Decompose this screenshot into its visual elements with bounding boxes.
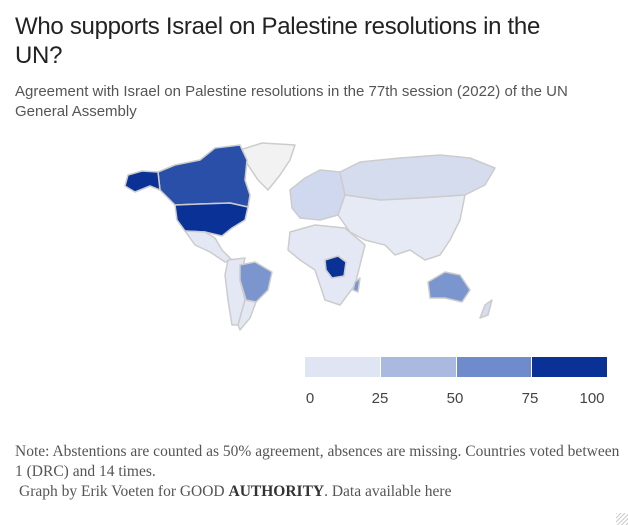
- brand-name: AUTHORITY: [228, 483, 325, 500]
- region-canada[interactable]: [157, 144, 251, 208]
- region-brazil[interactable]: [239, 261, 273, 303]
- data-link[interactable]: . Data available here: [324, 483, 452, 500]
- legend-tick: 25: [371, 390, 389, 407]
- region-europe[interactable]: [289, 169, 346, 221]
- legend-tick: 0: [305, 390, 315, 407]
- credit-line: Graph by Erik Voeten for GOOD AUTHORITY.…: [19, 482, 620, 502]
- chart-title: Who supports Israel on Palestine resolut…: [15, 13, 540, 69]
- region-australia[interactable]: [427, 271, 471, 303]
- legend-step: [532, 357, 607, 377]
- region-asia[interactable]: [337, 194, 466, 261]
- chart-subtitle: Agreement with Israel on Palestine resol…: [15, 83, 568, 120]
- footnotes: Note: Abstentions are counted as 50% agr…: [15, 442, 620, 502]
- region-drc[interactable]: [324, 255, 347, 279]
- legend-step: [305, 357, 381, 377]
- legend-step: [380, 357, 457, 377]
- region-mexico-central-america[interactable]: [184, 230, 233, 263]
- region-madagascar[interactable]: [352, 277, 361, 293]
- region-usa[interactable]: [174, 202, 249, 237]
- color-legend: [305, 357, 607, 377]
- legend-step: [456, 357, 533, 377]
- region-russia[interactable]: [339, 154, 496, 201]
- region-alaska[interactable]: [124, 170, 161, 193]
- region-greenland[interactable]: [239, 142, 296, 191]
- resize-handle[interactable]: [616, 513, 628, 525]
- credit-prefix: Graph by Erik Voeten for GOOD: [19, 483, 229, 500]
- legend-tick: 100: [579, 390, 605, 407]
- legend-tick: 50: [446, 390, 464, 407]
- region-south-america-south[interactable]: [237, 299, 257, 331]
- region-new-zealand[interactable]: [479, 299, 493, 319]
- note-text: Note: Abstentions are counted as 50% agr…: [15, 443, 620, 480]
- legend-tick: 75: [521, 390, 539, 407]
